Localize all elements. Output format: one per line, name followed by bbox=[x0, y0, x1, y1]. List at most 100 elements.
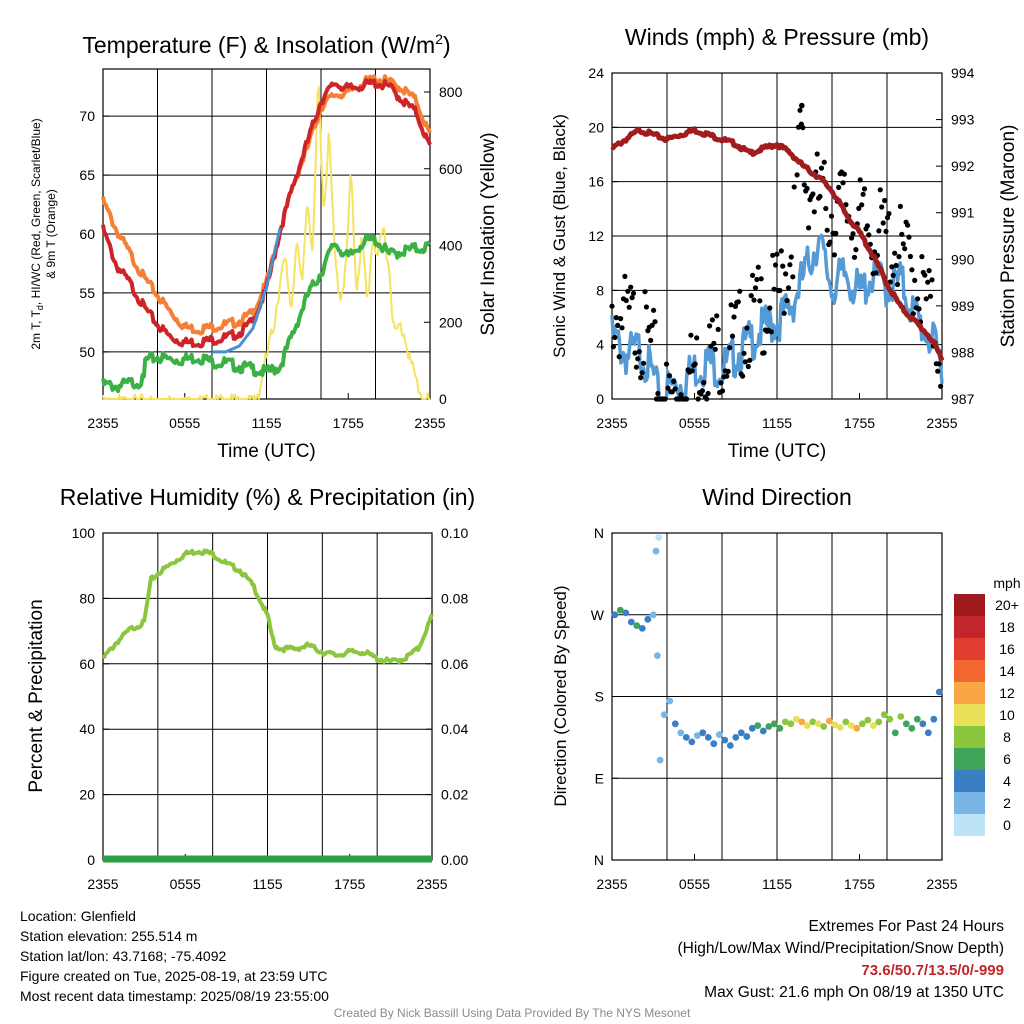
gust-point bbox=[938, 383, 944, 389]
y-tick-label: 50 bbox=[79, 344, 95, 360]
y-tick-label: 65 bbox=[79, 167, 95, 183]
y-tick-label: E bbox=[595, 770, 604, 786]
y-tick-label: 100 bbox=[72, 525, 96, 541]
panel-title: Winds (mph) & Pressure (mb) bbox=[625, 24, 929, 50]
panel-winds: 2355 0555 1155 1755 2355 Winds (mph) & Pressu… bbox=[550, 24, 1019, 462]
gust-point bbox=[641, 360, 647, 366]
direction-point bbox=[656, 756, 664, 764]
direction-point bbox=[682, 734, 690, 741]
direction-point bbox=[649, 611, 657, 619]
y-tick-label: 200 bbox=[439, 314, 463, 330]
gust-point bbox=[806, 225, 812, 231]
series-station-pressure bbox=[610, 126, 945, 362]
gust-point bbox=[750, 272, 756, 278]
direction-point bbox=[654, 652, 661, 659]
gust-point bbox=[707, 323, 713, 329]
direction-point bbox=[902, 720, 910, 728]
gust-point bbox=[752, 285, 759, 291]
y-axis-label-left: Sonic Wind & Gust (Blue, Black) bbox=[550, 114, 569, 358]
direction-point bbox=[935, 688, 943, 696]
gust-point bbox=[922, 272, 928, 278]
gust-point bbox=[745, 363, 751, 370]
gust-point bbox=[866, 232, 872, 238]
extremes-title: Extremes For Past 24 Hours bbox=[808, 918, 1004, 935]
direction-point bbox=[622, 609, 630, 617]
y-tick-label: 20 bbox=[79, 787, 95, 803]
panel-temperature: 2355 0555 1155 1755 2355 Temperature (F) & In… bbox=[29, 31, 499, 462]
gust-point bbox=[684, 396, 690, 402]
station-info: Location: Glenfield Station elevation: 2… bbox=[20, 906, 329, 1006]
gust-point bbox=[689, 368, 695, 374]
y-tick-label: 60 bbox=[79, 226, 95, 242]
direction-point bbox=[743, 733, 751, 740]
y-tick-label: 0.08 bbox=[441, 590, 468, 606]
direction-point bbox=[737, 729, 745, 737]
gust-point bbox=[859, 202, 865, 208]
direction-point bbox=[611, 611, 619, 619]
y-tick-label: 993 bbox=[951, 112, 975, 128]
x-tick-label: 1155 bbox=[252, 876, 282, 892]
direction-point bbox=[825, 717, 833, 725]
gust-point bbox=[851, 254, 858, 260]
y-tick-label: 70 bbox=[79, 108, 95, 124]
colorbar-label: 0 bbox=[1003, 817, 1011, 833]
gust-point bbox=[804, 185, 810, 192]
gust-point bbox=[773, 262, 779, 268]
direction-point bbox=[781, 718, 789, 726]
gust-point bbox=[824, 227, 830, 233]
y-tick-label: 12 bbox=[588, 228, 604, 244]
y-tick-label: N bbox=[594, 852, 604, 868]
gust-point bbox=[902, 246, 908, 252]
direction-point bbox=[677, 729, 685, 737]
gust-point bbox=[877, 187, 883, 193]
gust-point bbox=[884, 215, 891, 221]
direction-point bbox=[710, 740, 718, 748]
gust-point bbox=[817, 193, 823, 200]
y-tick-label: 800 bbox=[439, 84, 463, 100]
gust-point bbox=[797, 107, 803, 113]
gust-point bbox=[712, 346, 718, 352]
panel-direction: 2355 0555 1155 1755 2355 Wind Direction N E S W N D… bbox=[551, 484, 1021, 892]
direction-point bbox=[660, 711, 668, 719]
x-axis-label: Time (UTC) bbox=[217, 441, 316, 462]
y-axis-label-left: 2m T, Td, HI/WC (Red, Green, Scarlet/Blu… bbox=[29, 118, 45, 349]
colorbar-swatch bbox=[954, 748, 985, 770]
gust-point bbox=[926, 268, 932, 274]
gust-point bbox=[794, 172, 800, 178]
gust-point bbox=[823, 205, 829, 212]
gust-point bbox=[801, 182, 807, 188]
direction-point bbox=[633, 622, 641, 629]
gust-point bbox=[849, 235, 855, 241]
direction-point bbox=[820, 723, 828, 730]
gust-point bbox=[818, 165, 825, 171]
direction-point bbox=[891, 729, 899, 737]
direction-point bbox=[847, 722, 855, 729]
gust-point bbox=[787, 262, 793, 268]
gust-point bbox=[615, 322, 621, 328]
gust-point bbox=[727, 345, 733, 351]
direction-point bbox=[666, 697, 674, 705]
gust-point bbox=[663, 361, 670, 367]
series-dewpoint bbox=[101, 234, 431, 394]
gust-point bbox=[747, 357, 753, 363]
gust-point bbox=[906, 234, 912, 240]
gust-point bbox=[910, 311, 916, 317]
y-tick-label: 992 bbox=[951, 158, 975, 174]
gust-point bbox=[704, 396, 710, 402]
x-tick-label: 2355 bbox=[87, 415, 118, 431]
y-tick-label: 0.10 bbox=[441, 525, 468, 541]
y-tick-label: 991 bbox=[951, 205, 975, 221]
y-axis-label-left: Percent & Precipitation bbox=[26, 599, 47, 792]
y-tick-label: 600 bbox=[439, 161, 463, 177]
credit-text: Created By Nick Bassill Using Data Provi… bbox=[333, 1006, 691, 1020]
direction-point bbox=[616, 606, 624, 614]
x-tick-label: 2355 bbox=[926, 415, 957, 431]
panel-title: Temperature (F) & Insolation (W/m2) bbox=[82, 31, 450, 58]
gust-point bbox=[836, 184, 842, 190]
series-heat-index bbox=[212, 227, 282, 354]
direction-point bbox=[875, 718, 883, 726]
direction-point bbox=[930, 715, 938, 723]
colorbar-label: 12 bbox=[999, 685, 1015, 701]
direction-point bbox=[688, 738, 696, 746]
y-tick-label: 24 bbox=[588, 65, 604, 81]
